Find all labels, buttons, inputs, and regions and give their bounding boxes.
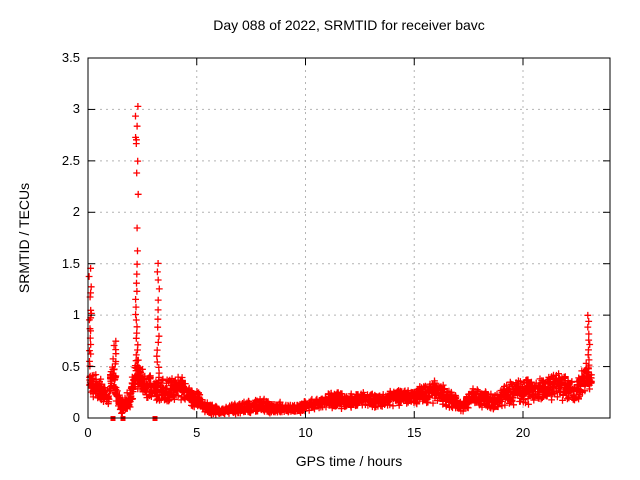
axes-and-ticks [87,57,611,419]
x-tick-label: 0 [84,425,92,440]
y-tick-label: 2 [72,204,80,220]
x-tick-label: 15 [407,425,422,440]
x-axis-label: GPS time / hours [295,453,403,469]
y-axis-label: SRMTID / TECUs [16,182,32,294]
y-tick-label: 2.5 [61,152,80,168]
scatter-points [85,103,595,421]
y-tick-label: 3.5 [61,50,80,65]
x-tick-label: 10 [298,425,313,440]
y-tick-label: 1 [72,307,80,323]
y-tick-label: 3 [72,101,80,117]
chart-title: Day 088 of 2022, SRMTID for receiver bav… [213,17,485,33]
y-tick-label: 1.5 [61,255,80,271]
x-tick-label: 20 [515,425,531,440]
x-tick-label: 5 [193,425,201,440]
y-tick-label: 0 [72,410,80,425]
grid-lines [88,58,610,418]
y-tick-label: 0.5 [61,358,80,374]
